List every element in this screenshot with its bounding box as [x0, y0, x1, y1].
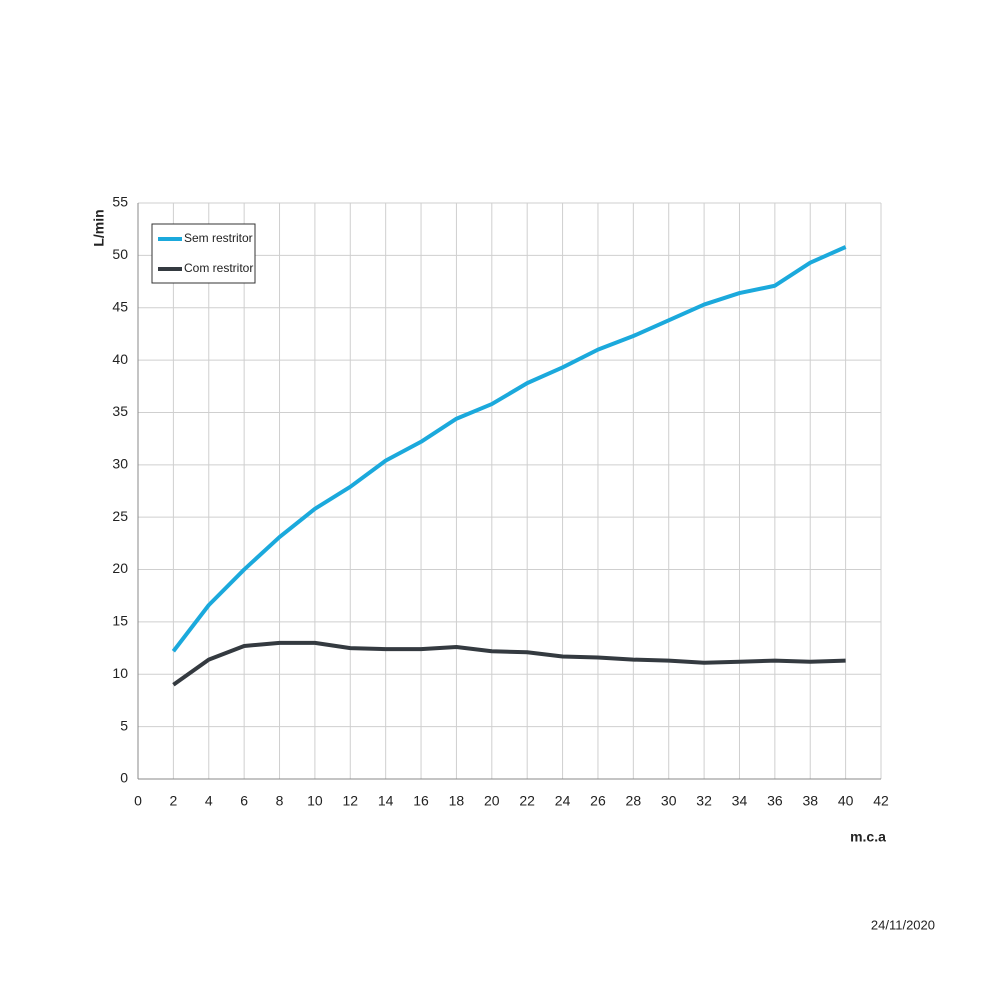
legend-label: Com restritor	[184, 261, 253, 275]
x-tick-label: 10	[307, 793, 323, 809]
x-tick-label: 2	[169, 793, 177, 809]
x-tick-label: 18	[449, 793, 465, 809]
x-tick-label: 24	[555, 793, 571, 809]
x-tick-label: 0	[134, 793, 142, 809]
x-tick-label: 4	[205, 793, 213, 809]
date: 24/11/2020	[871, 917, 935, 932]
series-line	[172, 640, 846, 687]
x-tick-label: 42	[873, 793, 889, 809]
y-tick-label: 15	[112, 613, 128, 629]
x-tick-label: 26	[590, 793, 606, 809]
x-tick-label: 28	[626, 793, 642, 809]
y-tick-label: 20	[112, 560, 128, 576]
y-tick-label: 25	[112, 508, 128, 524]
y-axis-label: L/min	[91, 209, 107, 246]
x-tick-label: 12	[342, 793, 358, 809]
x-tick-label: 22	[519, 793, 535, 809]
x-tick-label: 30	[661, 793, 677, 809]
x-tick-label: 16	[413, 793, 429, 809]
y-tick-label: 35	[112, 403, 128, 419]
x-tick-label: 6	[240, 793, 248, 809]
x-tick-label: 14	[378, 793, 394, 809]
legend-label: Sem restritor	[184, 231, 253, 245]
x-tick-label: 40	[838, 793, 854, 809]
x-axis-label: m.c.a	[850, 829, 886, 845]
y-tick-label: 50	[112, 246, 128, 262]
x-tick-label: 36	[767, 793, 783, 809]
x-tick-label: 20	[484, 793, 500, 809]
x-tick-label: 34	[732, 793, 748, 809]
y-tick-label: 0	[120, 770, 128, 786]
y-tick-label: 10	[112, 665, 128, 681]
x-tick-label: 8	[276, 793, 284, 809]
legend-box	[151, 223, 256, 284]
x-tick-label: 32	[696, 793, 712, 809]
x-tick-label: 38	[802, 793, 818, 809]
y-tick-label: 40	[112, 351, 128, 367]
y-tick-label: 5	[120, 717, 128, 733]
y-tick-label: 55	[112, 194, 128, 210]
series-line	[171, 245, 847, 653]
y-tick-label: 30	[112, 456, 128, 472]
y-tick-label: 45	[112, 298, 128, 314]
